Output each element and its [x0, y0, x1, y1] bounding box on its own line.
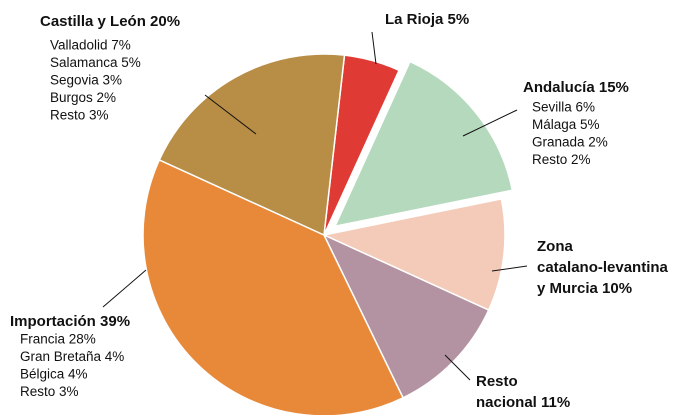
leader-line — [371, 31, 377, 65]
detail-label: Sevilla 6% — [532, 100, 595, 115]
detail-label: Francia 28% — [20, 332, 96, 347]
slice-label: Andalucía 15% — [523, 79, 629, 96]
detail-label: Resto 2% — [532, 152, 591, 167]
leader-lines — [102, 31, 528, 381]
leader-line — [462, 109, 518, 137]
slice-label: Zona catalano-levantina y Murcia 10% — [537, 238, 669, 297]
leader-line — [102, 269, 147, 308]
slice-label: Castilla y León 20% — [40, 13, 180, 30]
slice — [321, 198, 506, 312]
detail-label: Resto 3% — [50, 108, 109, 123]
slice — [333, 60, 514, 228]
slice-label: La Rioja 5% — [385, 11, 469, 28]
detail-label: Granada 2% — [532, 135, 608, 150]
leader-line — [204, 94, 257, 135]
detail-label: Segovia 3% — [50, 73, 122, 88]
detail-label: Bélgica 4% — [20, 367, 88, 382]
slice — [158, 53, 346, 237]
detail-label: Salamanca 5% — [50, 55, 141, 70]
slices — [142, 53, 514, 415]
detail-label: Valladolid 7% — [50, 38, 131, 53]
detail-label: Gran Bretaña 4% — [20, 349, 124, 364]
detail-label: Málaga 5% — [532, 117, 600, 132]
leader-line — [444, 354, 471, 381]
slice-label: Resto nacional 11% — [476, 373, 570, 411]
detail-label: Resto 3% — [20, 384, 79, 399]
slice-label: Importación 39% — [10, 313, 130, 330]
leader-line — [491, 265, 528, 272]
detail-label: Burgos 2% — [50, 90, 116, 105]
